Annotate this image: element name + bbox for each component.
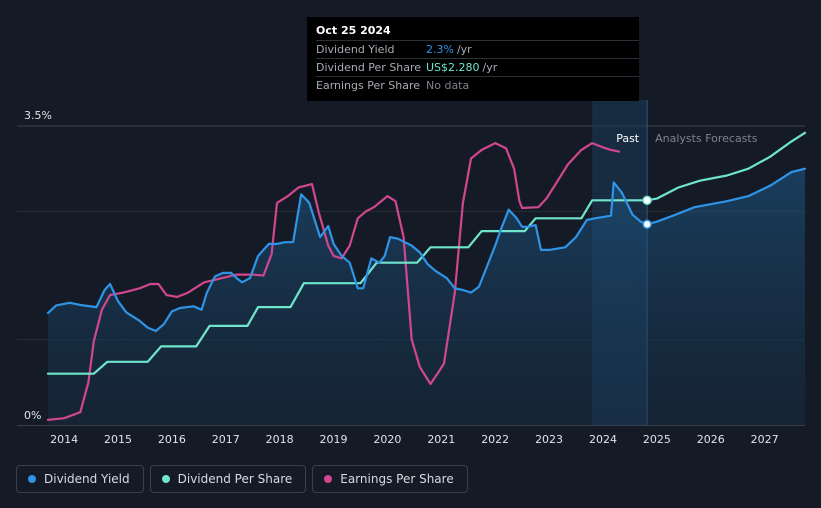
dividend-yield-line	[46, 167, 807, 333]
tooltip-value: US$2.280/yr	[426, 61, 498, 74]
legend-label: Dividend Yield	[44, 472, 130, 486]
past-label: Past	[616, 132, 640, 145]
legend-label: Dividend Per Share	[177, 472, 293, 486]
chart-tooltip: Oct 25 2024 Dividend Yield 2.3%/yr Divid…	[307, 17, 639, 101]
tooltip-date: Oct 25 2024	[316, 24, 391, 37]
legend-dividend-per-share[interactable]: Dividend Per Share	[149, 465, 307, 493]
x-tick-label: 2026	[697, 433, 725, 446]
y-axis-top-label: 3.5%	[24, 109, 52, 122]
tooltip-row-dividend-yield: Dividend Yield 2.3%/yr	[316, 40, 639, 58]
tooltip-label: Dividend Yield	[316, 43, 395, 56]
x-tick-label: 2023	[535, 433, 563, 446]
x-tick-label: 2020	[373, 433, 401, 446]
tooltip-value: 2.3%/yr	[426, 43, 472, 56]
forecast-label: Analysts Forecasts	[655, 132, 758, 145]
x-tick-label: 2021	[427, 433, 455, 446]
legend-label: Earnings Per Share	[340, 472, 454, 486]
legend-earnings-per-share[interactable]: Earnings Per Share	[312, 465, 468, 493]
x-tick-label: 2017	[212, 433, 240, 446]
dividend-yield-marker	[642, 219, 652, 229]
x-tick-label: 2027	[751, 433, 779, 446]
dividend-yield-area	[48, 168, 805, 425]
x-tick-label: 2019	[320, 433, 348, 446]
x-tick-label: 2014	[50, 433, 78, 446]
tooltip-row-dividend-per-share: Dividend Per Share US$2.280/yr	[316, 58, 639, 76]
earnings-per-share-line	[46, 142, 621, 421]
x-tick-label: 2022	[481, 433, 509, 446]
x-tick-label: 2018	[266, 433, 294, 446]
legend-dividend-yield[interactable]: Dividend Yield	[16, 465, 144, 493]
tooltip-label: Dividend Per Share	[316, 61, 422, 74]
x-tick-label: 2025	[643, 433, 671, 446]
x-tick-label: 2015	[104, 433, 132, 446]
dividend-per-share-line	[46, 131, 807, 375]
chart-legend: Dividend Yield Dividend Per Share Earnin…	[16, 465, 468, 493]
tooltip-label: Earnings Per Share	[316, 79, 421, 92]
legend-dot-icon	[324, 475, 333, 483]
y-axis-bottom-label: 0%	[24, 409, 41, 422]
x-tick-label: 2024	[589, 433, 617, 446]
x-tick-label: 2016	[158, 433, 186, 446]
legend-dot-icon	[161, 475, 170, 483]
tooltip-value: No data	[426, 79, 470, 92]
dividend-per-share-marker	[642, 195, 652, 206]
legend-dot-icon	[28, 475, 36, 483]
tooltip-row-earnings-per-share: Earnings Per Share No data	[316, 76, 639, 94]
